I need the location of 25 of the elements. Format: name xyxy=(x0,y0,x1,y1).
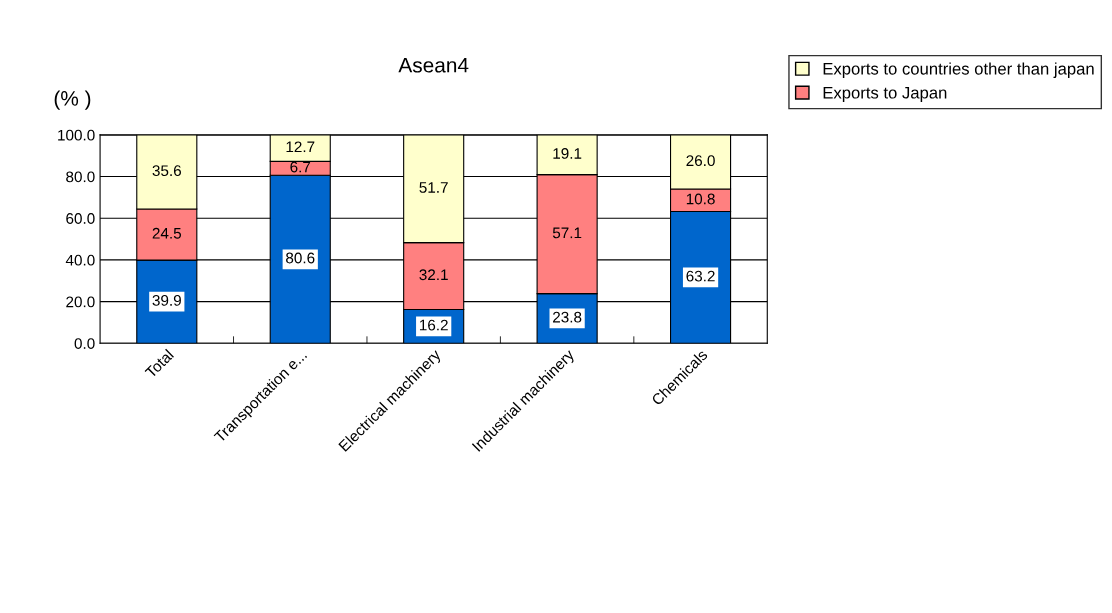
data-label: 12.7 xyxy=(286,141,315,153)
data-label: 24.5 xyxy=(152,227,182,239)
data-label: 6.7 xyxy=(290,161,311,173)
y-tick-label: 100.0 xyxy=(58,129,95,141)
y-axis-title: (% ) xyxy=(54,90,91,110)
data-label: 35.6 xyxy=(152,165,181,177)
data-label: 39.9 xyxy=(152,294,181,306)
data-label: 26.0 xyxy=(686,155,715,167)
data-label: 57.1 xyxy=(552,227,582,239)
y-tick-label: 20.0 xyxy=(66,296,95,308)
data-label: 51.7 xyxy=(419,182,448,193)
legend-label: Exports to countries other than japan xyxy=(823,62,1094,78)
data-label: 16.2 xyxy=(419,319,448,331)
data-label: 32.1 xyxy=(419,269,448,281)
data-label: 80.6 xyxy=(286,252,315,264)
data-label: 10.8 xyxy=(686,193,715,205)
legend-label: Exports to Japan xyxy=(823,86,947,102)
y-tick-label: 40.0 xyxy=(65,254,95,266)
data-label: 23.8 xyxy=(553,311,582,323)
y-tick-label: 60.0 xyxy=(66,213,95,224)
y-tick-label: 80.0 xyxy=(66,171,95,183)
data-label: 63.2 xyxy=(686,270,715,282)
data-label: 19.1 xyxy=(553,148,582,159)
chart-title: Asean4 xyxy=(398,58,469,73)
y-tick-label: 0.0 xyxy=(74,338,95,349)
